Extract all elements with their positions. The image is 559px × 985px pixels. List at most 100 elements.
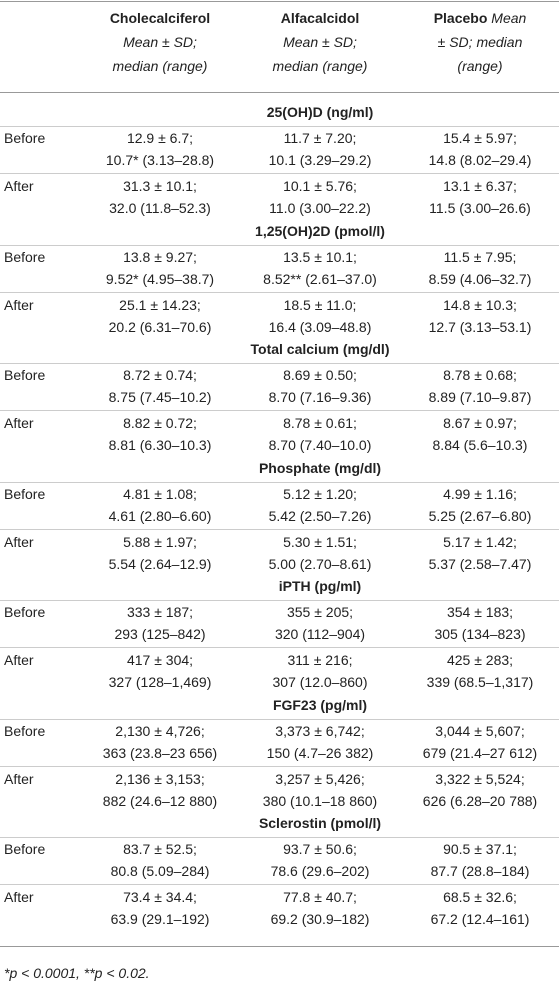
cell-text: 354 ± 183; (446, 604, 514, 620)
cell-text: 4.81 ± 1.08; (123, 485, 197, 502)
cell-text: 380 (10.1–18 860) (262, 792, 378, 809)
cell-text: 679 (21.4–27 612) (422, 744, 538, 761)
cell-text: 11.5 (3.00–26.6) (429, 200, 531, 216)
cell-text: 90.5 ± 37.1; (443, 841, 517, 857)
cell-text: 2,136 ± 3,153; (115, 770, 205, 787)
column-subheader: median (range) (272, 58, 368, 74)
cell-text: 8.81 (6.30–10.3) (108, 437, 212, 453)
row-label: Before (4, 130, 46, 146)
rule (0, 884, 559, 885)
cell-text: 18.5 ± 11.0; (283, 296, 357, 313)
cell-text: 5.42 (2.50–7.26) (268, 507, 372, 524)
cell-text: 8.84 (5.6–10.3) (432, 437, 528, 453)
cell-text: 5.00 (2.70–8.61) (268, 555, 372, 572)
cell-text: 8.75 (7.45–10.2) (108, 389, 212, 405)
cell-text: 311 ± 216; (287, 652, 353, 668)
rule (0, 363, 559, 364)
column-subheader: Mean ± SD; (123, 34, 197, 50)
cell-text: 13.1 ± 6.37; (443, 178, 517, 194)
cell-text: 8.52** (2.61–37.0) (263, 270, 377, 287)
cell-text: 13.8 ± 9.27; (123, 248, 197, 265)
rule (0, 837, 559, 838)
cell-text: 417 ± 304; (126, 652, 194, 668)
footnote: *p < 0.0001, **p < 0.02. (4, 965, 150, 981)
cell-text: 68.5 ± 32.6; (443, 889, 517, 905)
cell-text: 293 (125–842) (114, 626, 206, 642)
cell-text: 2,130 ± 4,726; (115, 722, 205, 739)
rule (0, 291, 559, 293)
cell-text: 8.70 (7.16–9.36) (268, 389, 372, 405)
cell-text: 307 (12.0–860) (272, 674, 368, 690)
cell-text: 3,322 ± 5,524; (435, 770, 525, 787)
cell-text: 83.7 ± 52.5; (123, 841, 197, 857)
cell-text: 8.78 ± 0.68; (443, 367, 517, 383)
section-title: Total calcium (mg/dl) (250, 341, 390, 357)
section-title: FGF23 (pg/ml) (272, 696, 368, 713)
cell-text: 8.82 ± 0.72; (123, 415, 197, 431)
cell-text: 882 (24.6–12 880) (102, 792, 218, 809)
column-subheader: Mean (491, 10, 527, 26)
column-header: Alfacalcidol (280, 10, 360, 26)
row-label: Before (4, 841, 46, 857)
cell-text: 363 (23.8–23 656) (102, 744, 218, 761)
cell-text: 11.5 ± 7.95; (443, 248, 517, 265)
column-header-line: Placebo Mean (434, 9, 527, 27)
column-header: Cholecalciferol (109, 10, 211, 26)
cell-text: 5.37 (2.58–7.47) (428, 555, 532, 572)
cell-text: 14.8 ± 10.3; (443, 296, 517, 313)
cell-text: 10.1 (3.29–29.2) (268, 152, 372, 168)
row-label: After (4, 889, 34, 905)
cell-text: 3,257 ± 5,426; (275, 770, 365, 787)
rule (0, 718, 559, 720)
cell-text: 4.61 (2.80–6.60) (108, 507, 212, 524)
cell-text: 339 (68.5–1,317) (426, 674, 534, 690)
cell-text: 5.54 (2.64–12.9) (108, 555, 212, 572)
rule (0, 946, 559, 947)
row-label: Before (4, 722, 46, 739)
cell-text: 11.7 ± 7.20; (283, 130, 357, 146)
row-label: Before (4, 248, 46, 265)
cell-text: 4.99 ± 1.16; (443, 485, 517, 502)
rule (0, 600, 559, 601)
row-label: After (4, 296, 34, 313)
cell-text: 73.4 ± 34.4; (123, 889, 197, 905)
cell-text: 14.8 (8.02–29.4) (428, 152, 532, 168)
cell-text: 305 (134–823) (434, 626, 526, 642)
rule (0, 1, 559, 2)
cell-text: 63.9 (29.1–192) (110, 911, 210, 927)
cell-text: 32.0 (11.8–52.3) (109, 200, 211, 216)
cell-text: 425 ± 283; (446, 652, 514, 668)
cell-text: 5.17 ± 1.42; (443, 533, 517, 550)
cell-text: 8.67 ± 0.97; (443, 415, 517, 431)
row-label: Before (4, 485, 46, 502)
column-subheader: median (range) (112, 58, 208, 74)
cell-text: 333 ± 187; (126, 604, 194, 620)
cell-text: 5.88 ± 1.97; (123, 533, 197, 550)
cell-text: 87.7 (28.8–184) (430, 863, 530, 879)
row-label: After (4, 533, 34, 550)
rule (0, 173, 559, 174)
column-header: Placebo (433, 10, 488, 26)
row-label: After (4, 652, 34, 668)
cell-text: 20.2 (6.31–70.6) (108, 318, 212, 335)
cell-text: 327 (128–1,469) (108, 674, 212, 690)
cell-text: 78.6 (29.6–202) (270, 863, 370, 879)
cell-text: 355 ± 205; (286, 604, 354, 620)
cell-text: 16.4 (3.09–48.8) (268, 318, 372, 335)
row-label: Before (4, 604, 46, 620)
cell-text: 150 (4.7–26 382) (266, 744, 374, 761)
cell-text: 80.8 (5.09–284) (110, 863, 210, 879)
section-title: Phosphate (mg/dl) (258, 459, 382, 476)
cell-text: 15.4 ± 5.97; (443, 130, 517, 146)
cell-text: 25.1 ± 14.23; (119, 296, 201, 313)
section-title: iPTH (pg/ml) (278, 578, 362, 594)
cell-text: 12.7 (3.13–53.1) (428, 318, 532, 335)
row-label: Before (4, 367, 46, 383)
rule (0, 92, 559, 93)
column-subheader: ± SD; median (437, 34, 523, 50)
cell-text: 69.2 (30.9–182) (270, 911, 370, 927)
cell-text: 8.59 (4.06–32.7) (428, 270, 532, 287)
section-title: Sclerostin (pmol/l) (258, 815, 382, 831)
rule (0, 126, 559, 127)
cell-text: 5.12 ± 1.20; (283, 485, 357, 502)
